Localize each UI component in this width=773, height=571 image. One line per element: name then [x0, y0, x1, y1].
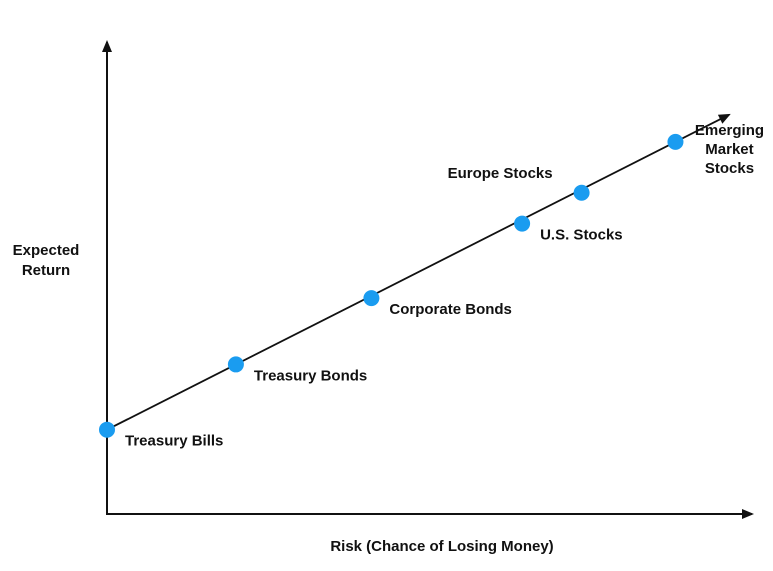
points-layer	[99, 133, 684, 438]
point-corporate-bonds	[363, 290, 380, 307]
trend-line	[106, 113, 731, 431]
point-label-line: Europe Stocks	[448, 165, 553, 182]
point-europe-stocks	[573, 184, 590, 201]
point-label-line: U.S. Stocks	[540, 227, 623, 244]
point-label-line: Treasury Bills	[125, 433, 223, 450]
point-label-line: Market	[705, 141, 753, 158]
point-label-europe-stocks: Europe Stocks	[448, 165, 553, 182]
point-label-line: Corporate Bonds	[389, 301, 512, 318]
point-label-emerging-market-stocks: Emerging Market Stocks	[695, 122, 764, 177]
point-u-s-stocks	[514, 215, 531, 232]
point-treasury-bills	[99, 421, 115, 438]
y-axis-title: Expected Return	[13, 242, 80, 279]
point-label-u-s-stocks: U.S. Stocks	[540, 227, 623, 244]
point-label-line: Emerging	[695, 122, 764, 139]
point-label-treasury-bills: Treasury Bills	[125, 433, 223, 450]
y-axis-title-line: Expected	[13, 242, 80, 259]
labels-layer: Treasury Bills Treasury Bonds Corporate Bo…	[125, 122, 764, 450]
point-label-line: Stocks	[705, 160, 754, 177]
point-treasury-bonds	[227, 356, 244, 373]
point-label-corporate-bonds: Corporate Bonds	[389, 301, 512, 318]
x-axis-title: Risk (Chance of Losing Money)	[330, 538, 553, 555]
point-emerging-market-stocks	[667, 133, 684, 150]
point-label-treasury-bonds: Treasury Bonds	[254, 367, 367, 384]
point-label-line: Treasury Bonds	[254, 367, 367, 384]
y-axis-title-line: Return	[22, 262, 70, 279]
